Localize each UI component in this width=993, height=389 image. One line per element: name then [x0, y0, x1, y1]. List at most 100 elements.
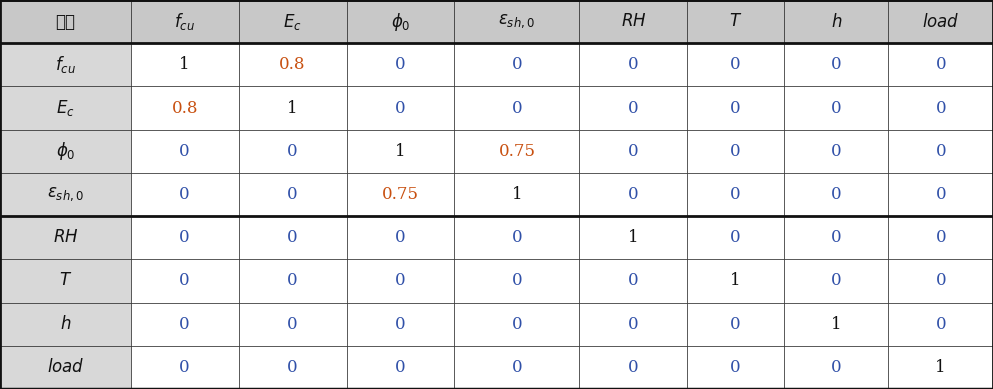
Text: 1: 1 — [287, 100, 298, 117]
Bar — [455, 43, 580, 86]
Bar — [0, 43, 131, 86]
Text: 0: 0 — [730, 56, 741, 74]
Text: 0: 0 — [287, 315, 298, 333]
Text: 0: 0 — [935, 229, 946, 246]
Text: 0: 0 — [287, 186, 298, 203]
Bar — [455, 130, 580, 173]
Bar — [238, 259, 347, 303]
Bar — [783, 43, 889, 86]
Bar — [687, 346, 783, 389]
Text: 0: 0 — [511, 56, 522, 74]
Text: 0: 0 — [831, 359, 841, 376]
Text: 0: 0 — [287, 143, 298, 160]
Text: 0: 0 — [287, 229, 298, 246]
Bar — [347, 86, 455, 130]
Text: 0: 0 — [730, 315, 741, 333]
Text: $\mathit{\epsilon_{sh,0}}$: $\mathit{\epsilon_{sh,0}}$ — [47, 186, 83, 203]
Bar — [783, 216, 889, 259]
Text: 0: 0 — [730, 229, 741, 246]
Text: $\mathit{\phi_0}$: $\mathit{\phi_0}$ — [56, 140, 75, 162]
Bar — [687, 303, 783, 346]
Bar — [889, 216, 993, 259]
Bar — [455, 216, 580, 259]
Text: 0: 0 — [395, 56, 406, 74]
Text: 0: 0 — [511, 229, 522, 246]
Text: $\mathit{\epsilon_{sh,0}}$: $\mathit{\epsilon_{sh,0}}$ — [498, 13, 535, 30]
Bar — [238, 173, 347, 216]
Bar — [580, 173, 687, 216]
Bar — [238, 346, 347, 389]
Bar — [783, 130, 889, 173]
Bar — [455, 303, 580, 346]
Bar — [687, 259, 783, 303]
Bar — [131, 303, 238, 346]
Bar — [0, 86, 131, 130]
Text: $\mathit{E_c}$: $\mathit{E_c}$ — [283, 12, 302, 32]
Text: 0: 0 — [831, 100, 841, 117]
Text: 0.75: 0.75 — [382, 186, 419, 203]
Bar — [455, 346, 580, 389]
Text: 1: 1 — [935, 359, 946, 376]
Text: 0: 0 — [511, 359, 522, 376]
Bar — [0, 346, 131, 389]
Text: 0: 0 — [180, 272, 190, 289]
Text: $\mathit{h}$: $\mathit{h}$ — [830, 12, 842, 31]
Bar — [455, 86, 580, 130]
Bar — [889, 346, 993, 389]
Text: 0: 0 — [629, 186, 638, 203]
Text: $\mathit{h}$: $\mathit{h}$ — [60, 315, 71, 333]
Text: 구분: 구분 — [56, 12, 75, 31]
Bar — [580, 86, 687, 130]
Text: 0: 0 — [395, 272, 406, 289]
Text: $\mathit{T}$: $\mathit{T}$ — [729, 13, 743, 30]
Bar — [783, 0, 889, 43]
Text: 0: 0 — [395, 100, 406, 117]
Text: 0: 0 — [395, 359, 406, 376]
Text: $\mathit{\phi_0}$: $\mathit{\phi_0}$ — [390, 11, 410, 33]
Text: $\mathit{f_{cu}}$: $\mathit{f_{cu}}$ — [55, 54, 75, 75]
Text: $\mathit{RH}$: $\mathit{RH}$ — [53, 229, 78, 246]
Bar — [131, 346, 238, 389]
Bar — [0, 303, 131, 346]
Bar — [347, 130, 455, 173]
Text: 0: 0 — [180, 359, 190, 376]
Text: 0: 0 — [730, 186, 741, 203]
Text: 0: 0 — [395, 229, 406, 246]
Bar — [889, 0, 993, 43]
Text: 0: 0 — [629, 56, 638, 74]
Bar — [455, 0, 580, 43]
Bar — [131, 259, 238, 303]
Text: 0: 0 — [287, 272, 298, 289]
Bar — [347, 303, 455, 346]
Text: $\mathit{load}$: $\mathit{load}$ — [47, 358, 84, 377]
Bar — [580, 130, 687, 173]
Text: 0: 0 — [511, 100, 522, 117]
Bar — [783, 303, 889, 346]
Text: $\mathit{RH}$: $\mathit{RH}$ — [621, 13, 646, 30]
Bar — [131, 0, 238, 43]
Bar — [347, 259, 455, 303]
Text: 0: 0 — [629, 143, 638, 160]
Text: 0.8: 0.8 — [279, 56, 306, 74]
Bar — [131, 130, 238, 173]
Text: 0: 0 — [831, 229, 841, 246]
Bar — [238, 216, 347, 259]
Bar — [580, 43, 687, 86]
Bar — [238, 86, 347, 130]
Text: 0: 0 — [730, 359, 741, 376]
Bar — [687, 130, 783, 173]
Bar — [580, 259, 687, 303]
Text: 0: 0 — [831, 143, 841, 160]
Bar — [580, 346, 687, 389]
Text: 0: 0 — [935, 143, 946, 160]
Text: 0: 0 — [730, 143, 741, 160]
Text: 0.8: 0.8 — [172, 100, 198, 117]
Bar — [783, 173, 889, 216]
Text: $\mathit{T}$: $\mathit{T}$ — [59, 272, 71, 289]
Text: 1: 1 — [730, 272, 741, 289]
Bar — [889, 86, 993, 130]
Text: 0: 0 — [935, 272, 946, 289]
Bar — [889, 43, 993, 86]
Bar — [455, 173, 580, 216]
Text: 1: 1 — [395, 143, 406, 160]
